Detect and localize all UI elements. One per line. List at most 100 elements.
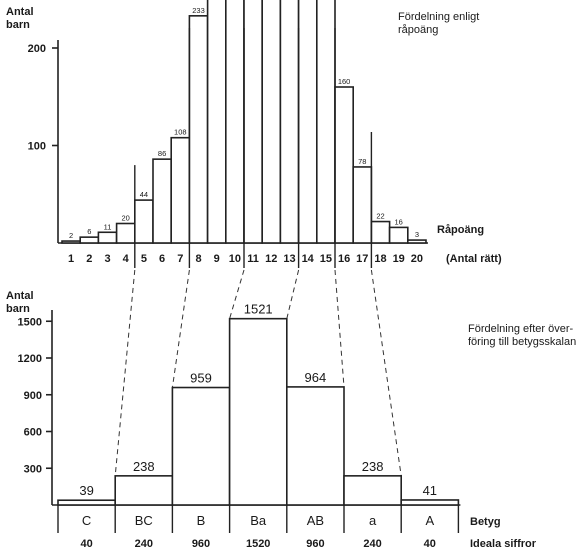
top-x-tick-label: 14	[302, 253, 315, 265]
bottom-bar	[343, 475, 403, 506]
top-title-line2: råpoäng	[398, 24, 438, 36]
top-bar	[297, 0, 318, 244]
top-bar	[152, 158, 173, 244]
mapping-dashed-lines	[114, 269, 402, 476]
top-bar-value: 233	[192, 6, 205, 15]
bottom-bar-value: 238	[133, 459, 155, 474]
bottom-title-line1: Fördelning efter över-	[468, 323, 573, 335]
top-title-line1: Fördelning enligt	[398, 11, 479, 23]
top-bar	[206, 0, 227, 244]
top-x-tick-label: 2	[86, 253, 92, 265]
top-bar	[97, 231, 118, 244]
top-x-tick-label: 11	[247, 253, 259, 265]
grade-label: C	[82, 513, 91, 528]
top-x-tick-label: 9	[214, 253, 220, 265]
ideal-value: 240	[363, 538, 381, 550]
top-x-tick-label: 7	[177, 253, 183, 265]
top-bar-value: 11	[104, 222, 112, 231]
bottom-bar-value: 238	[362, 459, 384, 474]
top-x-tick-label: 8	[195, 253, 201, 265]
ideal-value: 1520	[246, 538, 270, 550]
top-bar	[188, 15, 209, 244]
top-x-tick-label: 3	[104, 253, 110, 265]
top-bar-value: 78	[358, 157, 366, 166]
top-bar	[370, 220, 391, 244]
ideal-value: 240	[135, 538, 153, 550]
ideal-row-label: Ideala siffror	[470, 538, 537, 550]
top-bar	[243, 0, 264, 244]
ideal-value: 960	[306, 538, 324, 550]
top-bar	[170, 136, 191, 244]
top-x-tick-label: 16	[338, 253, 350, 265]
top-x-tick-label: 17	[356, 253, 368, 265]
top-bar-value: 22	[376, 212, 384, 221]
top-bar-value: 6	[87, 227, 91, 236]
bottom-title-line2: föring till betygsskalan	[468, 336, 576, 348]
top-ylabel-line1: Antal	[6, 6, 34, 18]
bottom-ylabel-line1: Antal	[6, 290, 34, 302]
raw-score-chart: Antal barn Fördelning enligt råpoäng Råp…	[6, 0, 502, 268]
top-x-tick-label: 19	[393, 253, 405, 265]
top-x-tick-label: 13	[283, 253, 295, 265]
top-xlabel-line2: (Antal rätt)	[446, 253, 502, 265]
mapping-dash	[334, 269, 345, 387]
top-bar	[388, 226, 409, 244]
top-bar	[279, 0, 300, 244]
grade-label: A	[425, 513, 434, 528]
bottom-bars: 300 600 900 1200 1500 39 C 40 238 BC 240 959 B 960 152…	[18, 302, 461, 550]
mapping-dash	[171, 269, 190, 388]
mapping-dash	[286, 269, 300, 319]
mapping-dash	[229, 269, 245, 319]
bottom-bar	[57, 499, 117, 506]
top-xlabel-line1: Råpoäng	[437, 224, 484, 236]
bottom-bar	[400, 499, 460, 506]
top-x-tick-label: 1	[68, 253, 74, 265]
top-bar	[115, 222, 136, 244]
ideal-value: 40	[424, 538, 436, 550]
top-y-tick-label: 200	[28, 43, 46, 55]
top-x-tick-label: 20	[411, 253, 423, 265]
top-bar	[134, 199, 154, 244]
top-x-tick-label: 6	[159, 253, 165, 265]
top-x-tick-label: 5	[141, 253, 147, 265]
bottom-y-tick-label: 900	[24, 390, 42, 402]
mapping-dash	[370, 269, 402, 476]
top-bars: 1002003004005002162113204445866108723383…	[28, 0, 428, 268]
bottom-bar-value: 959	[190, 371, 212, 386]
grade-label: B	[197, 513, 206, 528]
top-x-tick-label: 18	[374, 253, 386, 265]
top-bar	[61, 240, 82, 244]
mapping-dash	[114, 269, 136, 476]
top-bar-value: 2	[69, 231, 73, 240]
grade-label: BC	[135, 513, 153, 528]
grade-label: AB	[307, 513, 324, 528]
grade-scale-chart: Antal barn Fördelning efter över- föring…	[6, 290, 576, 550]
top-x-tick-label: 4	[123, 253, 130, 265]
bottom-y-tick-label: 1500	[18, 316, 42, 328]
top-x-tick-label: 15	[320, 253, 332, 265]
top-ylabel-line2: barn	[6, 19, 30, 31]
top-bar	[261, 0, 282, 244]
grades-row-label: Betyg	[470, 516, 501, 528]
top-x-tick-label: 12	[265, 253, 277, 265]
top-bar-value: 3	[415, 230, 419, 239]
top-bar-value: 86	[158, 149, 166, 158]
bottom-bar-value: 41	[423, 483, 437, 498]
bottom-ylabel-line2: barn	[6, 303, 30, 315]
top-bar-value: 160	[338, 77, 351, 86]
top-bar-value: 16	[395, 217, 403, 226]
top-bar	[225, 0, 245, 244]
bottom-bar-value: 1521	[244, 302, 273, 317]
top-bar-value: 108	[174, 128, 187, 137]
top-bar	[334, 86, 355, 244]
bottom-y-tick-label: 300	[24, 463, 42, 475]
ideal-value: 960	[192, 538, 210, 550]
grade-label: a	[369, 513, 377, 528]
top-bar-value: 44	[140, 190, 148, 199]
bottom-bar-value: 39	[79, 483, 93, 498]
top-y-tick-label: 100	[28, 141, 46, 153]
top-bar-value: 20	[122, 214, 130, 223]
top-bar	[315, 0, 336, 244]
bottom-bar	[285, 386, 345, 506]
